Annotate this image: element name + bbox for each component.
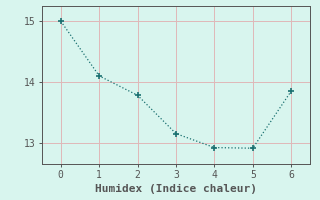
- X-axis label: Humidex (Indice chaleur): Humidex (Indice chaleur): [95, 184, 257, 194]
